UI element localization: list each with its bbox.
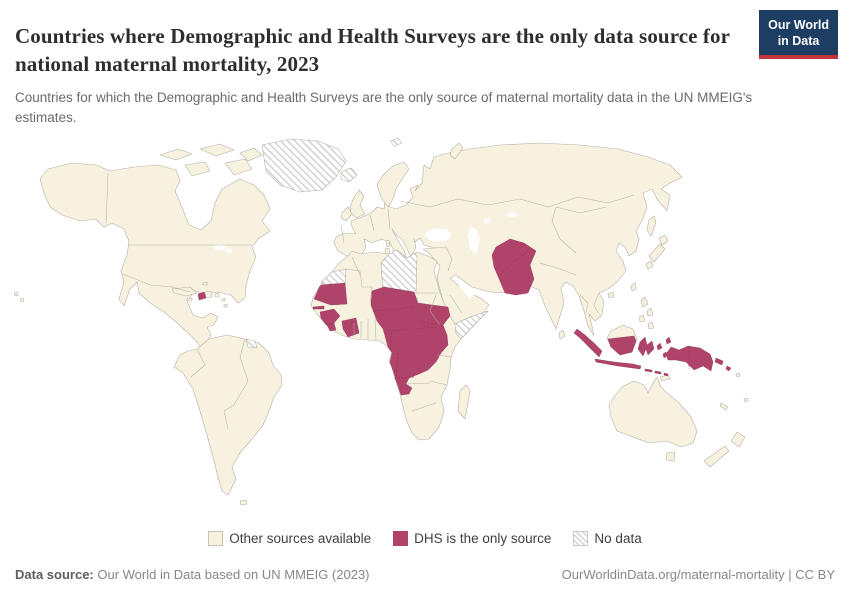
region-greenland[interactable] — [261, 138, 347, 193]
legend-swatch-no-data — [573, 531, 589, 546]
region-central-africa-dhs[interactable] — [370, 286, 451, 396]
country-png-islands[interactable] — [714, 357, 732, 372]
footer-citation[interactable]: OurWorldinData.org/maternal-mortality | … — [562, 567, 835, 582]
region-south-america[interactable] — [173, 334, 283, 496]
country-cote-divoire[interactable] — [341, 317, 360, 338]
region-novaya-zemlya[interactable] — [449, 142, 464, 160]
country-indonesia-sumatra[interactable] — [573, 328, 603, 358]
page-title: Countries where Demographic and Health S… — [15, 24, 730, 77]
legend-label-dhs-only: DHS is the only source — [414, 531, 552, 546]
country-mauritania[interactable] — [313, 282, 348, 306]
highlight-internal-borders — [373, 250, 690, 380]
page-subtitle: Countries for which the Demographic and … — [15, 89, 753, 125]
region-hawaii[interactable] — [13, 291, 25, 303]
region-new-zealand[interactable] — [703, 431, 746, 468]
region-caribbean-islands[interactable] — [186, 281, 228, 308]
region-australia[interactable] — [608, 376, 698, 448]
legend-swatch-other-sources — [208, 531, 224, 546]
owid-logo-line1: Our World — [768, 18, 829, 32]
region-cuba[interactable] — [171, 286, 198, 297]
region-sri-lanka[interactable] — [558, 329, 566, 340]
footer-source-text: Our World in Data based on UN MMEIG (202… — [93, 567, 370, 582]
region-arctic-islands[interactable] — [159, 143, 263, 177]
region-sakhalin[interactable] — [646, 215, 657, 237]
footer: Data source: Our World in Data based on … — [15, 567, 835, 582]
country-haiti[interactable] — [197, 291, 207, 301]
region-taiwan[interactable] — [630, 282, 637, 292]
region-north-america[interactable] — [39, 162, 271, 362]
country-indonesia-lesser-sunda[interactable] — [644, 368, 669, 377]
country-gambia[interactable] — [312, 305, 325, 310]
region-new-guinea[interactable] — [665, 345, 714, 372]
footer-source-label: Data source: — [15, 567, 94, 582]
country-indonesia-kalimantan[interactable] — [607, 335, 637, 356]
legend-item-dhs-only[interactable]: DHS is the only source — [393, 531, 551, 546]
aral-sea — [483, 218, 491, 224]
region-ireland[interactable] — [340, 206, 353, 222]
region-libya[interactable] — [380, 249, 418, 294]
owid-logo-line2: in Data — [777, 34, 820, 49]
legend-label-other-sources: Other sources available — [229, 531, 372, 546]
owid-logo[interactable]: Our World in Data — [759, 10, 838, 59]
region-iceland[interactable] — [340, 167, 358, 183]
great-lakes — [214, 243, 226, 251]
world-map-svg[interactable] — [0, 135, 850, 523]
region-madagascar[interactable] — [457, 384, 471, 420]
region-somalia[interactable] — [454, 310, 489, 340]
region-french-guiana[interactable] — [245, 338, 258, 349]
great-lakes-2 — [225, 249, 233, 253]
country-borders — [105, 172, 635, 430]
legend-item-no-data[interactable]: No data — [573, 531, 642, 546]
black-sea — [425, 228, 451, 242]
region-falkland-islands[interactable] — [239, 499, 248, 506]
footer-source: Data source: Our World in Data based on … — [15, 567, 370, 582]
lake-balkhash — [507, 213, 517, 217]
region-svalbard[interactable] — [389, 137, 403, 147]
persian-gulf — [455, 275, 474, 299]
country-indonesia-java[interactable] — [594, 358, 642, 370]
region-tasmania[interactable] — [665, 451, 676, 462]
region-scandinavia[interactable] — [376, 161, 410, 208]
legend-label-no-data: No data — [594, 531, 642, 546]
region-timor[interactable] — [659, 374, 671, 382]
region-united-kingdom[interactable] — [349, 189, 366, 219]
region-hainan[interactable] — [607, 291, 615, 299]
footer-citation-text: OurWorldinData.org/maternal-mortality | … — [561, 567, 835, 582]
map-no-data[interactable] — [245, 137, 489, 349]
region-japan[interactable] — [645, 234, 669, 270]
map-dhs-only-source[interactable] — [197, 238, 732, 396]
country-sierra-leone[interactable] — [326, 322, 337, 332]
legend-swatch-dhs-only — [393, 531, 409, 546]
legend-item-other-sources[interactable]: Other sources available — [208, 531, 371, 546]
caspian-sea — [468, 227, 480, 254]
country-indonesia-sulawesi[interactable] — [637, 336, 655, 357]
region-philippines[interactable] — [638, 296, 655, 330]
world-map[interactable] — [0, 135, 850, 523]
region-pacific-islands[interactable] — [719, 372, 749, 411]
map-legend: Other sources available DHS is the only … — [0, 531, 850, 546]
